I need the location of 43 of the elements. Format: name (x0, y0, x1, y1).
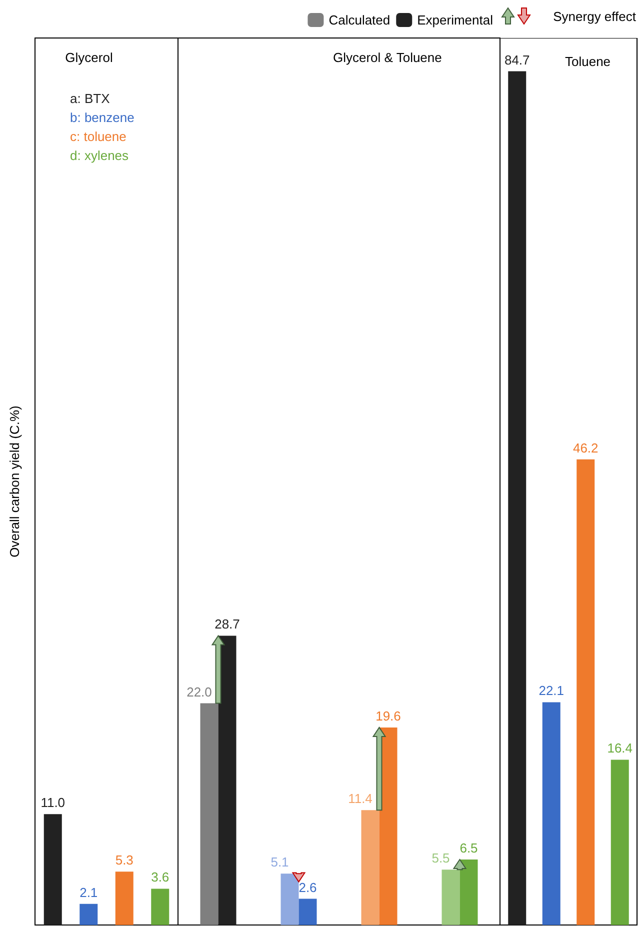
data-label: 84.7 (504, 52, 530, 68)
bar (508, 71, 526, 925)
text: Toluene (565, 54, 611, 69)
data-label: 2.1 (80, 884, 98, 900)
bar (44, 814, 62, 925)
data-label: 5.5 (432, 850, 450, 866)
bar (576, 459, 595, 925)
bar (298, 898, 317, 925)
text: Synergy effect (553, 9, 636, 24)
legend-label: Experimental (417, 12, 494, 28)
annotation: b: benzene (70, 110, 134, 125)
annotation: c: toluene (70, 129, 126, 144)
y-axis-title: Overall carbon yield (C.%) (7, 406, 22, 558)
data-label: 22.1 (538, 683, 564, 698)
bar (361, 810, 380, 925)
bar (115, 872, 134, 925)
text: Glycerol & Toluene (333, 50, 442, 65)
data-label: 19.6 (376, 708, 401, 724)
data-label: 2.6 (298, 880, 317, 895)
bar (542, 702, 560, 925)
bar (80, 904, 98, 925)
bar (379, 727, 398, 925)
data-label: 28.7 (214, 616, 240, 632)
bar (442, 870, 460, 925)
data-label: 11.0 (40, 795, 66, 810)
data-label: 5.3 (115, 852, 134, 868)
bar (151, 888, 170, 925)
data-label: 22.0 (186, 684, 212, 700)
annotation: d: xylenes (70, 148, 130, 163)
bar (460, 859, 478, 925)
text: Glycerol (65, 50, 113, 65)
bar (218, 636, 236, 925)
annotation: a: BTX (70, 91, 110, 106)
bar (610, 760, 629, 925)
data-label: 5.1 (270, 854, 289, 870)
legend-label: Calculated (328, 12, 390, 28)
data-label: 46.2 (572, 440, 598, 456)
data-label: 6.5 (460, 840, 478, 856)
data-label: 16.4 (607, 740, 633, 756)
data-label: 11.4 (348, 791, 372, 806)
bar (200, 703, 218, 925)
bar (280, 874, 299, 925)
data-label: 3.6 (151, 870, 170, 885)
